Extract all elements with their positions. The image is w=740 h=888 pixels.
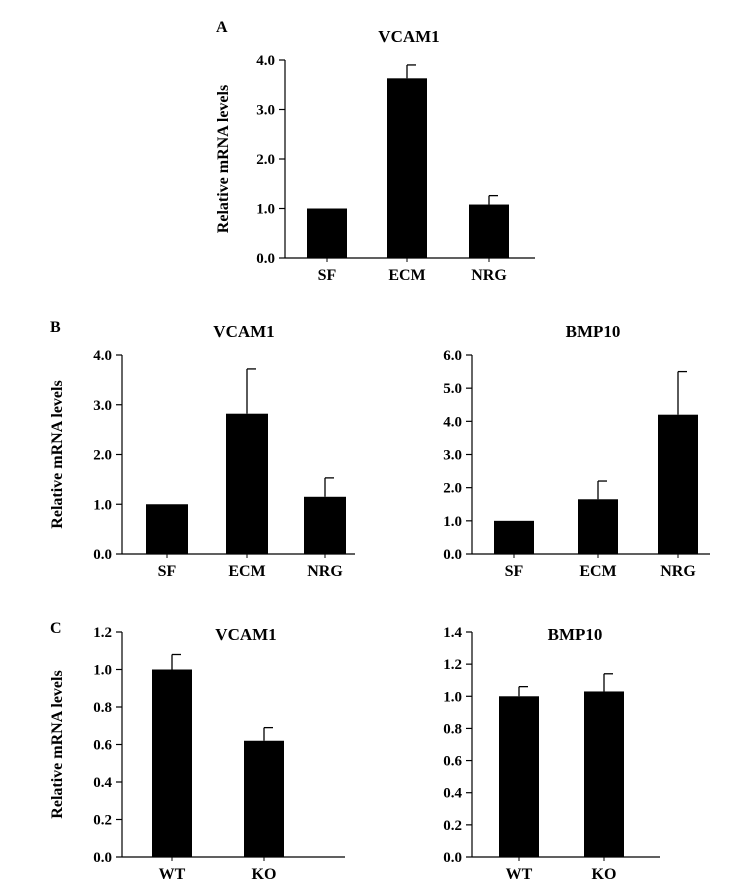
y-tick-label: 4.0 (443, 414, 462, 430)
y-tick-label: 1.0 (93, 497, 112, 513)
bar-sf (307, 208, 347, 258)
bar-ko (244, 740, 284, 857)
bar-ecm (226, 413, 268, 554)
panel-letter-a: A (216, 19, 228, 36)
panel-letter-b: B (50, 319, 61, 336)
y-tick-label: 3.0 (93, 398, 112, 414)
bar-sf (146, 504, 188, 554)
y-tick-label: 1.2 (443, 657, 462, 673)
x-tick-label-nrg: NRG (660, 563, 696, 580)
y-axis-label: Relative mRNA levels (215, 85, 232, 233)
chart-title: VCAM1 (378, 27, 439, 46)
y-tick-label: 2.0 (93, 448, 112, 464)
chart-b-vcam1: VCAM1 Relative mRNA levels 0.0 1.0 2.0 3.0 4.0… (49, 322, 355, 580)
x-tick-label-ecm: ECM (579, 563, 616, 580)
chart-title: VCAM1 (215, 625, 276, 644)
chart-title: VCAM1 (213, 322, 274, 341)
y-tick-label: 0.8 (443, 721, 462, 737)
charts-layer: VCAM1 Relative mRNA levels 0.0 1.0 2.0 3.0 4.0… (49, 27, 710, 883)
panel-letter-c: C (50, 620, 62, 637)
y-tick-label: 0.0 (256, 251, 275, 267)
y-tick-label: 0.4 (93, 775, 112, 791)
y-tick-label: 2.0 (256, 152, 275, 168)
y-tick-label: 0.0 (93, 850, 112, 866)
y-tick-label: 0.0 (443, 850, 462, 866)
y-tick-label: 1.0 (256, 202, 275, 218)
y-tick-label: 3.0 (256, 103, 275, 119)
y-tick-label: 4.0 (93, 348, 112, 364)
y-tick-label: 0.2 (93, 813, 112, 829)
y-tick-label: 0.8 (93, 700, 112, 716)
bar-nrg (658, 414, 698, 554)
y-tick-label: 1.2 (93, 625, 112, 641)
x-tick-label-ko: KO (252, 866, 277, 883)
x-tick-label-nrg: NRG (307, 563, 343, 580)
bar-ecm (578, 499, 618, 554)
x-tick-label-sf: SF (505, 563, 524, 580)
y-tick-label: 1.0 (443, 689, 462, 705)
chart-b-bmp10: BMP10 0.0 1.0 2.0 3.0 4.0 5.0 6.0 SF ECM NRG (443, 322, 710, 580)
chart-c-vcam1: VCAM1 Relative mRNA levels 0.0 0.2 0.4 0.6 0.8… (49, 625, 345, 883)
chart-c-bmp10: BMP10 0.0 0.2 0.4 0.6 0.8 1.0 1.2 1.4 WT KO (443, 625, 660, 883)
x-tick-label-ecm: ECM (228, 563, 265, 580)
y-tick-label: 0.4 (443, 786, 462, 802)
y-tick-label: 0.2 (443, 818, 462, 834)
bar-nrg (304, 496, 346, 554)
y-tick-label: 0.6 (93, 738, 112, 754)
y-axis-label: Relative mRNA levels (49, 380, 66, 528)
y-tick-label: 4.0 (256, 53, 275, 69)
x-tick-label-ecm: ECM (388, 267, 425, 284)
bar-ko (584, 691, 624, 857)
y-tick-label: 2.0 (443, 481, 462, 497)
y-tick-label: 0.6 (443, 754, 462, 770)
y-tick-label: 5.0 (443, 381, 462, 397)
x-tick-label-ko: KO (592, 866, 617, 883)
y-tick-label: 1.0 (443, 514, 462, 530)
bar-wt (152, 669, 192, 857)
bar-nrg (469, 204, 509, 258)
chart-a-vcam1: VCAM1 Relative mRNA levels 0.0 1.0 2.0 3.0 4.0… (215, 27, 535, 284)
bar-sf (494, 520, 534, 554)
y-tick-label: 3.0 (443, 448, 462, 464)
bar-ecm (387, 78, 427, 258)
y-axis-label: Relative mRNA levels (49, 670, 66, 818)
y-tick-label: 1.4 (443, 625, 462, 641)
y-tick-label: 6.0 (443, 348, 462, 364)
y-tick-label: 0.0 (93, 547, 112, 563)
y-tick-label: 1.0 (93, 663, 112, 679)
chart-title: BMP10 (566, 322, 621, 341)
x-tick-label-wt: WT (506, 866, 533, 883)
x-tick-label-wt: WT (159, 866, 186, 883)
x-tick-label-nrg: NRG (471, 267, 507, 284)
x-tick-label-sf: SF (318, 267, 337, 284)
y-tick-label: 0.0 (443, 547, 462, 563)
bar-wt (499, 696, 539, 857)
chart-title: BMP10 (548, 625, 603, 644)
x-tick-label-sf: SF (158, 563, 177, 580)
